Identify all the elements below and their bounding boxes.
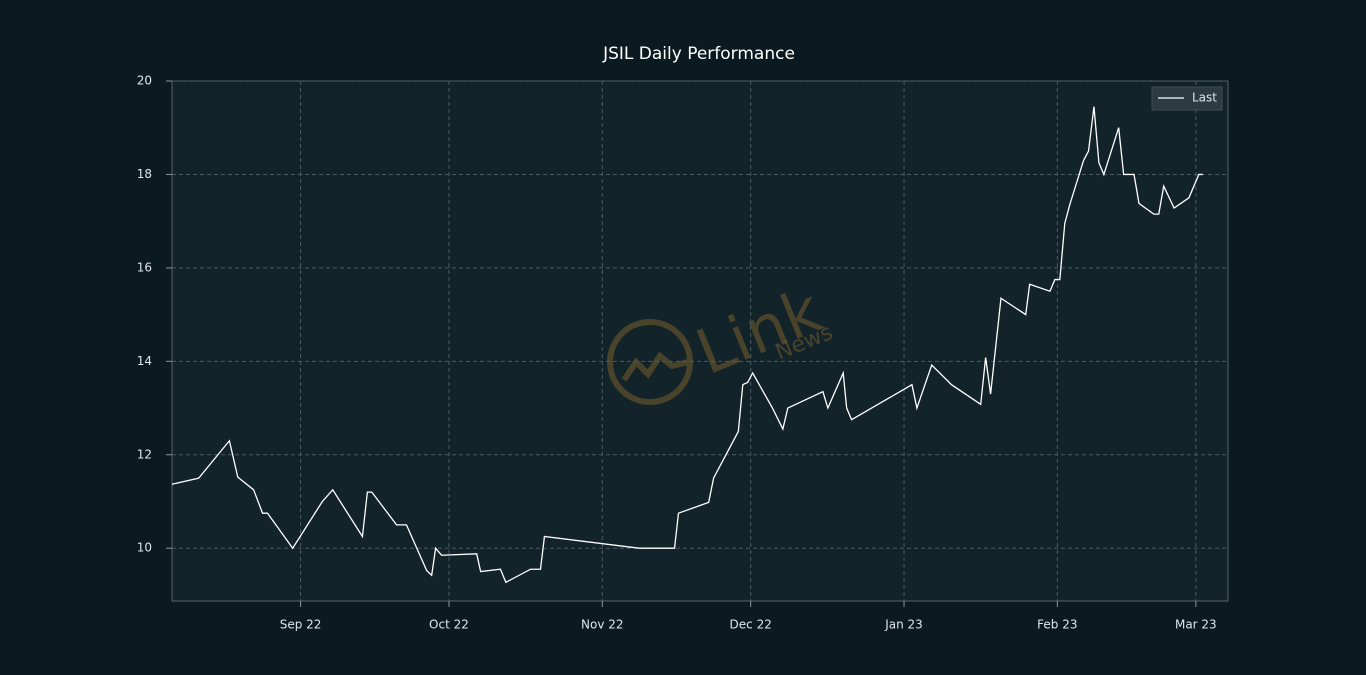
- x-tick-label: Dec 22: [730, 618, 772, 632]
- watermark-logo: [607, 319, 693, 405]
- legend-box: [1151, 86, 1223, 111]
- y-tick-label: 10: [137, 541, 152, 555]
- x-tick-label: Jan 23: [884, 618, 923, 632]
- y-tick-label: 16: [137, 260, 152, 274]
- legend-label: Last: [1192, 91, 1217, 105]
- y-tick-label: 20: [137, 74, 152, 88]
- chart-title: JSIL Daily Performance: [602, 44, 795, 64]
- line-series: [171, 106, 1203, 584]
- x-tick-label: Mar 23: [1175, 618, 1217, 632]
- y-tick-label: 18: [137, 167, 152, 181]
- x-tick-label: Feb 23: [1037, 618, 1077, 632]
- y-tick-label: 14: [137, 354, 152, 368]
- y-tick-label: 12: [137, 447, 152, 461]
- x-tick-label: Sep 22: [280, 618, 322, 632]
- x-tick-label: Nov 22: [581, 618, 624, 632]
- x-tick-label: Oct 22: [429, 618, 469, 632]
